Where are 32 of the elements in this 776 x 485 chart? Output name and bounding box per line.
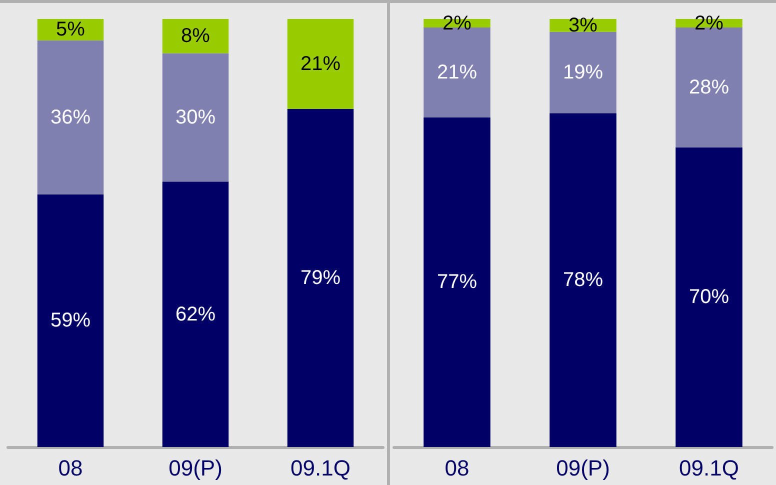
data-label: 5% bbox=[56, 18, 86, 41]
data-label: 28% bbox=[688, 76, 730, 98]
data-label: 8% bbox=[181, 25, 210, 48]
data-label: 59% bbox=[50, 310, 91, 332]
bar bbox=[37, 40, 104, 194]
data-label: 77% bbox=[436, 271, 478, 294]
x-tick-label: 08 bbox=[58, 456, 83, 480]
data-label: 78% bbox=[562, 269, 604, 292]
bar bbox=[550, 32, 616, 114]
data-label: 3% bbox=[568, 14, 598, 36]
data-label: 70% bbox=[688, 286, 730, 308]
bar bbox=[37, 194, 104, 447]
x-tick-label: 08 bbox=[444, 456, 470, 480]
data-label: 79% bbox=[300, 266, 341, 289]
bar bbox=[162, 53, 229, 182]
bar bbox=[676, 147, 742, 447]
data-label: 21% bbox=[300, 52, 341, 75]
bar bbox=[550, 113, 616, 447]
data-label: 19% bbox=[562, 62, 604, 84]
data-label: 62% bbox=[175, 303, 216, 326]
x-tick-label: 09.1Q bbox=[679, 456, 739, 480]
data-label: 30% bbox=[175, 106, 216, 128]
bar bbox=[162, 19, 229, 54]
bar bbox=[287, 19, 354, 109]
x-tick-label: 09(P) bbox=[556, 456, 610, 480]
data-label: 36% bbox=[50, 106, 91, 128]
bar bbox=[162, 182, 229, 447]
data-label: 21% bbox=[436, 62, 478, 84]
bar bbox=[424, 117, 490, 447]
x-tick-label: 09(P) bbox=[168, 456, 222, 480]
bar bbox=[287, 108, 354, 447]
x-tick-label: 09.1Q bbox=[290, 456, 350, 480]
